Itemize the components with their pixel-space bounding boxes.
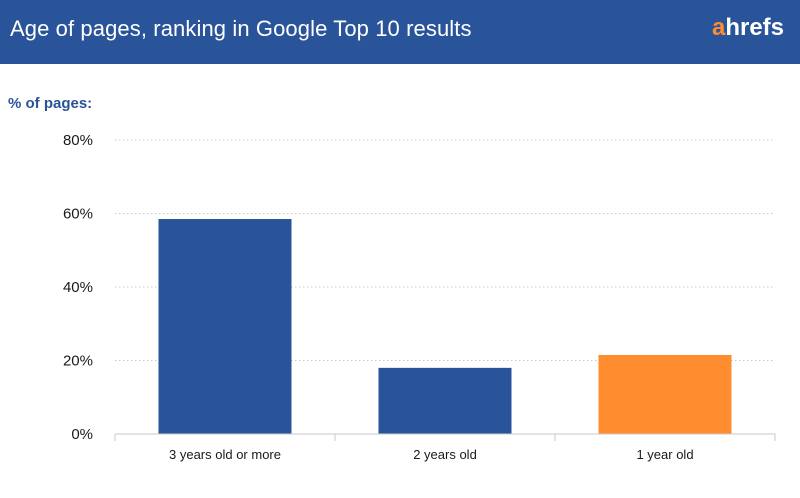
y-tick-label: 80% <box>63 132 93 149</box>
ahrefs-logo: ahrefs <box>711 14 784 41</box>
bar <box>598 354 732 434</box>
y-tick-label: 40% <box>63 279 93 296</box>
y-tick-label: 0% <box>71 426 93 443</box>
bar <box>378 367 512 434</box>
chart-header: Age of pages, ranking in Google Top 10 r… <box>0 0 800 64</box>
y-axis-label: % of pages: <box>8 95 93 112</box>
y-tick-label: 60% <box>63 206 93 223</box>
x-tick-label: 3 years old or more <box>169 447 281 462</box>
x-tick-label: 1 year old <box>636 447 693 462</box>
bar <box>158 219 292 434</box>
x-tick-label: 2 years old <box>413 447 477 462</box>
chart-title: Age of pages, ranking in Google Top 10 r… <box>10 16 472 41</box>
y-tick-label: 20% <box>63 353 93 370</box>
